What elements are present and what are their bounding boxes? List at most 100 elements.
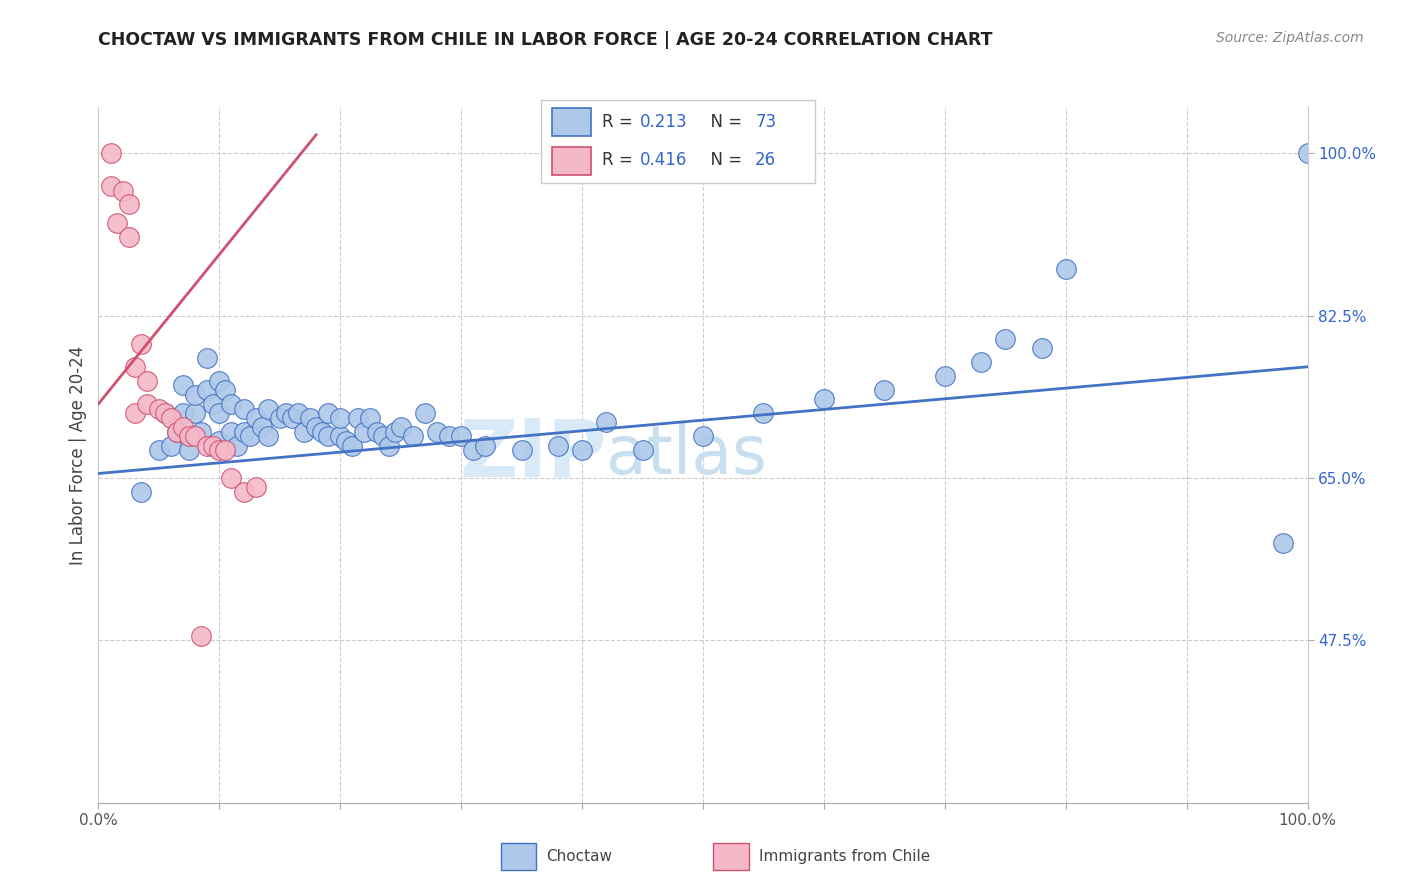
Point — [100, 146, 122, 161]
Point — [153, 406, 176, 420]
Point — [934, 369, 956, 384]
Point — [208, 443, 231, 458]
Point — [347, 410, 370, 425]
Point — [595, 416, 617, 430]
Point — [245, 480, 267, 494]
FancyBboxPatch shape — [713, 843, 748, 870]
Point — [221, 397, 243, 411]
Point — [208, 406, 231, 420]
Point — [287, 406, 309, 420]
Point — [148, 401, 170, 416]
Point — [135, 397, 157, 411]
Point — [232, 401, 254, 416]
Text: Source: ZipAtlas.com: Source: ZipAtlas.com — [1216, 31, 1364, 45]
Point — [195, 351, 218, 365]
Point — [463, 443, 485, 458]
Point — [184, 406, 207, 420]
Point — [166, 425, 188, 439]
Point — [124, 359, 146, 374]
FancyBboxPatch shape — [501, 843, 536, 870]
Point — [426, 425, 449, 439]
Point — [474, 439, 496, 453]
Point — [1272, 536, 1295, 550]
Point — [692, 429, 714, 443]
Point — [316, 429, 339, 443]
Point — [190, 629, 212, 643]
Point — [292, 425, 315, 439]
Point — [389, 420, 412, 434]
Point — [105, 216, 128, 230]
Point — [179, 429, 201, 443]
Point — [342, 439, 364, 453]
Point — [195, 383, 218, 397]
Point — [245, 410, 267, 425]
Point — [166, 425, 188, 439]
Point — [202, 439, 225, 453]
Point — [311, 425, 333, 439]
Point — [1054, 262, 1077, 277]
Point — [994, 332, 1017, 346]
Point — [153, 406, 176, 420]
Point — [124, 406, 146, 420]
Point — [281, 410, 304, 425]
Text: 0.416: 0.416 — [640, 152, 688, 169]
Point — [752, 406, 775, 420]
Point — [214, 443, 236, 458]
Point — [118, 197, 141, 211]
Point — [413, 406, 436, 420]
Point — [631, 443, 654, 458]
Point — [384, 425, 406, 439]
Point — [510, 443, 533, 458]
Point — [226, 439, 249, 453]
Point — [813, 392, 835, 407]
Point — [299, 410, 322, 425]
Point — [129, 336, 152, 351]
Point — [571, 443, 593, 458]
Point — [360, 410, 382, 425]
Point — [437, 429, 460, 443]
Point — [250, 420, 273, 434]
Text: R =: R = — [602, 152, 638, 169]
Point — [371, 429, 394, 443]
Point — [208, 434, 231, 448]
Point — [118, 230, 141, 244]
Text: ZIP: ZIP — [458, 416, 606, 494]
Point — [172, 378, 194, 392]
Point — [402, 429, 425, 443]
Point — [214, 383, 236, 397]
FancyBboxPatch shape — [553, 147, 591, 175]
Point — [305, 420, 328, 434]
Text: CHOCTAW VS IMMIGRANTS FROM CHILE IN LABOR FORCE | AGE 20-24 CORRELATION CHART: CHOCTAW VS IMMIGRANTS FROM CHILE IN LABO… — [98, 31, 993, 49]
Text: 26: 26 — [755, 152, 776, 169]
Text: Immigrants from Chile: Immigrants from Chile — [759, 849, 929, 863]
Point — [450, 429, 472, 443]
FancyBboxPatch shape — [553, 108, 591, 136]
Point — [970, 355, 993, 369]
Point — [232, 485, 254, 500]
Point — [256, 429, 278, 443]
Point — [221, 471, 243, 485]
Point — [195, 439, 218, 453]
Text: N =: N = — [700, 152, 748, 169]
Point — [232, 425, 254, 439]
Point — [1031, 341, 1053, 355]
Point — [329, 410, 352, 425]
Point — [100, 178, 122, 193]
Text: atlas: atlas — [606, 422, 768, 488]
Point — [269, 410, 291, 425]
Point — [184, 429, 207, 443]
Text: R =: R = — [602, 113, 638, 131]
Point — [148, 443, 170, 458]
Y-axis label: In Labor Force | Age 20-24: In Labor Force | Age 20-24 — [69, 345, 87, 565]
Point — [111, 184, 134, 198]
Text: 0.213: 0.213 — [640, 113, 688, 131]
Point — [239, 429, 262, 443]
Text: N =: N = — [700, 113, 748, 131]
Text: Choctaw: Choctaw — [546, 849, 612, 863]
Point — [208, 374, 231, 388]
Point — [547, 439, 569, 453]
Point — [873, 383, 896, 397]
Point — [1296, 146, 1319, 161]
Point — [172, 420, 194, 434]
Point — [172, 406, 194, 420]
